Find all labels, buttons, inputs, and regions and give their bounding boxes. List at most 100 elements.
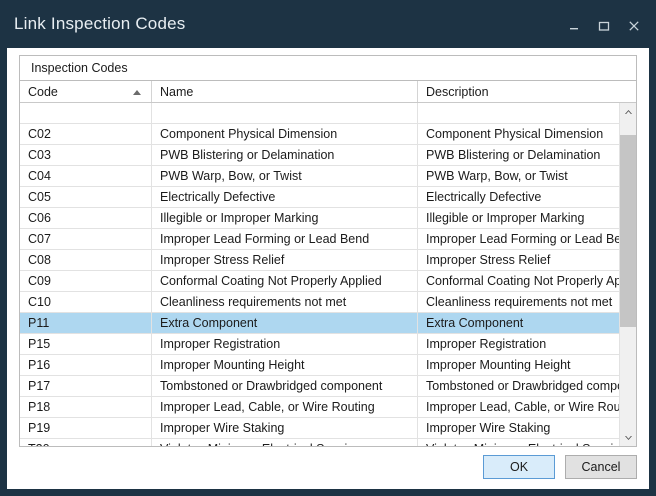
- cell-description: Component Physical Dimension: [426, 127, 604, 141]
- window-controls: [566, 18, 642, 34]
- cell-name: Improper Registration: [152, 334, 418, 354]
- table-row[interactable]: P17 Tombstoned or Drawbridged component To…: [20, 376, 619, 397]
- table-row[interactable]: C04 PWB Warp, Bow, or Twist PWB Warp, Bow,…: [20, 166, 619, 187]
- cell-code: C08: [20, 250, 152, 270]
- cell-description: PWB Blistering or Delamination: [426, 148, 601, 162]
- cell-name: Improper Stress Relief: [152, 250, 418, 270]
- cell-code: C06: [20, 208, 152, 228]
- cell-code: C02: [20, 124, 152, 144]
- table-row[interactable]: C08 Improper Stress Relief Improper Stress…: [20, 250, 619, 271]
- cell-name: Electrically Defective: [152, 187, 418, 207]
- maximize-icon: [598, 21, 610, 31]
- ok-button[interactable]: OK: [483, 455, 555, 479]
- close-button[interactable]: [626, 18, 642, 34]
- table-row[interactable]: C06 Illegible or Improper Marking Illegibl…: [20, 208, 619, 229]
- column-header-name[interactable]: Name: [152, 81, 418, 102]
- cell-code: C10: [20, 292, 152, 312]
- table-row[interactable]: T20Violates Minimum Electrical SpacingVi…: [20, 439, 619, 446]
- cell-code: C05: [20, 187, 152, 207]
- cell-description: Extra Component: [426, 316, 524, 330]
- scroll-down-button[interactable]: [620, 429, 636, 446]
- window-title: Link Inspection Codes: [14, 14, 186, 33]
- table-row[interactable]: C07 Improper Lead Forming or Lead Bend Imp…: [20, 229, 619, 250]
- cell-name: Improper Mounting Height: [152, 355, 418, 375]
- minimize-button[interactable]: [566, 18, 582, 34]
- table-row[interactable]: [20, 103, 619, 124]
- cell-description: Improper Lead, Cable, or Wire Routi...: [426, 400, 619, 414]
- cell-code: C04: [20, 166, 152, 186]
- cell-description: PWB Warp, Bow, or Twist: [426, 169, 568, 183]
- table-row[interactable]: C10 Cleanliness requirements not met Clean…: [20, 292, 619, 313]
- groupbox-title: Inspection Codes: [31, 61, 128, 75]
- scroll-up-button[interactable]: [620, 103, 636, 120]
- cell-code: P18: [20, 397, 152, 417]
- inspection-codes-grid[interactable]: Code Name Description C02 Component Physi…: [20, 81, 636, 446]
- table-row[interactable]: P15 Improper Registration Improper Registr…: [20, 334, 619, 355]
- cancel-button[interactable]: Cancel: [565, 455, 637, 479]
- inspection-codes-groupbox: Inspection Codes Code Name Description: [19, 55, 637, 447]
- grid-body: C02 Component Physical Dimension Component…: [20, 103, 636, 446]
- title-bar: Link Inspection Codes: [0, 0, 656, 48]
- scrollbar-thumb[interactable]: [620, 135, 636, 328]
- cell-description: Tombstoned or Drawbridged compo...: [426, 379, 619, 393]
- cell-description: Electrically Defective: [426, 190, 542, 204]
- cell-name: Improper Lead Forming or Lead Bend: [152, 229, 418, 249]
- table-row[interactable]: C09 Conformal Coating Not Properly Applie…: [20, 271, 619, 292]
- cell-description: Improper Mounting Height: [426, 358, 571, 372]
- cell-name: Improper Wire Staking: [152, 418, 418, 438]
- cell-name: Component Physical Dimension: [152, 124, 418, 144]
- scroll-down-icon: [624, 435, 632, 440]
- cell-name: PWB Warp, Bow, or Twist: [152, 166, 418, 186]
- cell-code: P19: [20, 418, 152, 438]
- cell-name: Violates Minimum Electrical Spacing: [152, 439, 418, 446]
- grid-header-row: Code Name Description: [20, 81, 636, 103]
- cell-description: Conformal Coating Not Properly Ap...: [426, 274, 619, 288]
- cell-description: [418, 103, 619, 123]
- cell-code: P16: [20, 355, 152, 375]
- cell-name: Illegible or Improper Marking: [152, 208, 418, 228]
- cell-name: Improper Lead, Cable, or Wire Routing: [152, 397, 418, 417]
- cell-name: Conformal Coating Not Properly Applied: [152, 271, 418, 291]
- cell-name: Tombstoned or Drawbridged component: [152, 376, 418, 396]
- column-header-description[interactable]: Description: [418, 81, 636, 102]
- dialog-client-area: Inspection Codes Code Name Description: [7, 48, 649, 489]
- column-header-name-label: Name: [160, 84, 194, 99]
- table-row[interactable]: P16 Improper Mounting Height Improper Moun…: [20, 355, 619, 376]
- dialog-footer: OK Cancel: [19, 451, 637, 483]
- table-row[interactable]: C02 Component Physical Dimension Component…: [20, 124, 619, 145]
- column-header-code-label: Code: [28, 84, 58, 99]
- cell-code: P17: [20, 376, 152, 396]
- cell-name: Extra Component: [152, 313, 418, 333]
- cell-code: P11: [20, 313, 152, 333]
- maximize-button[interactable]: [596, 18, 612, 34]
- table-row[interactable]: C05 Electrically Defective Electrically De…: [20, 187, 619, 208]
- cell-description: Violates Minimum Electrical Spacing: [418, 439, 619, 446]
- cell-code: C07: [20, 229, 152, 249]
- cell-code: T20: [20, 439, 152, 446]
- close-icon: [629, 21, 639, 31]
- cell-description: Improper Wire Staking: [426, 421, 551, 435]
- cell-code: [20, 103, 152, 123]
- table-row[interactable]: P19 Improper Wire Staking Improper Wire St…: [20, 418, 619, 439]
- grid-rows: C02 Component Physical Dimension Component…: [20, 103, 619, 446]
- column-header-description-label: Description: [426, 84, 489, 99]
- cell-code: P15: [20, 334, 152, 354]
- cell-description: Illegible or Improper Marking: [426, 211, 585, 225]
- cell-name: Cleanliness requirements not met: [152, 292, 418, 312]
- cell-code: C09: [20, 271, 152, 291]
- cell-code: C03: [20, 145, 152, 165]
- table-row[interactable]: P18 Improper Lead, Cable, or Wire Routing…: [20, 397, 619, 418]
- cell-description: Improper Lead Forming or Lead Bend: [426, 232, 619, 246]
- cell-description: Improper Registration: [426, 337, 547, 351]
- minimize-icon: [570, 28, 578, 30]
- table-row[interactable]: C03 PWB Blistering or Delamination PWB Bli…: [20, 145, 619, 166]
- vertical-scrollbar[interactable]: [619, 103, 636, 446]
- groupbox-header: Inspection Codes: [20, 56, 636, 81]
- column-header-code[interactable]: Code: [20, 81, 152, 102]
- cell-name: [152, 103, 418, 123]
- scroll-up-icon: [624, 109, 632, 114]
- cell-description: Cleanliness requirements not met: [426, 295, 613, 309]
- table-row[interactable]: P11 Extra Component Extra Component: [20, 313, 619, 334]
- sort-ascending-icon: [132, 85, 142, 99]
